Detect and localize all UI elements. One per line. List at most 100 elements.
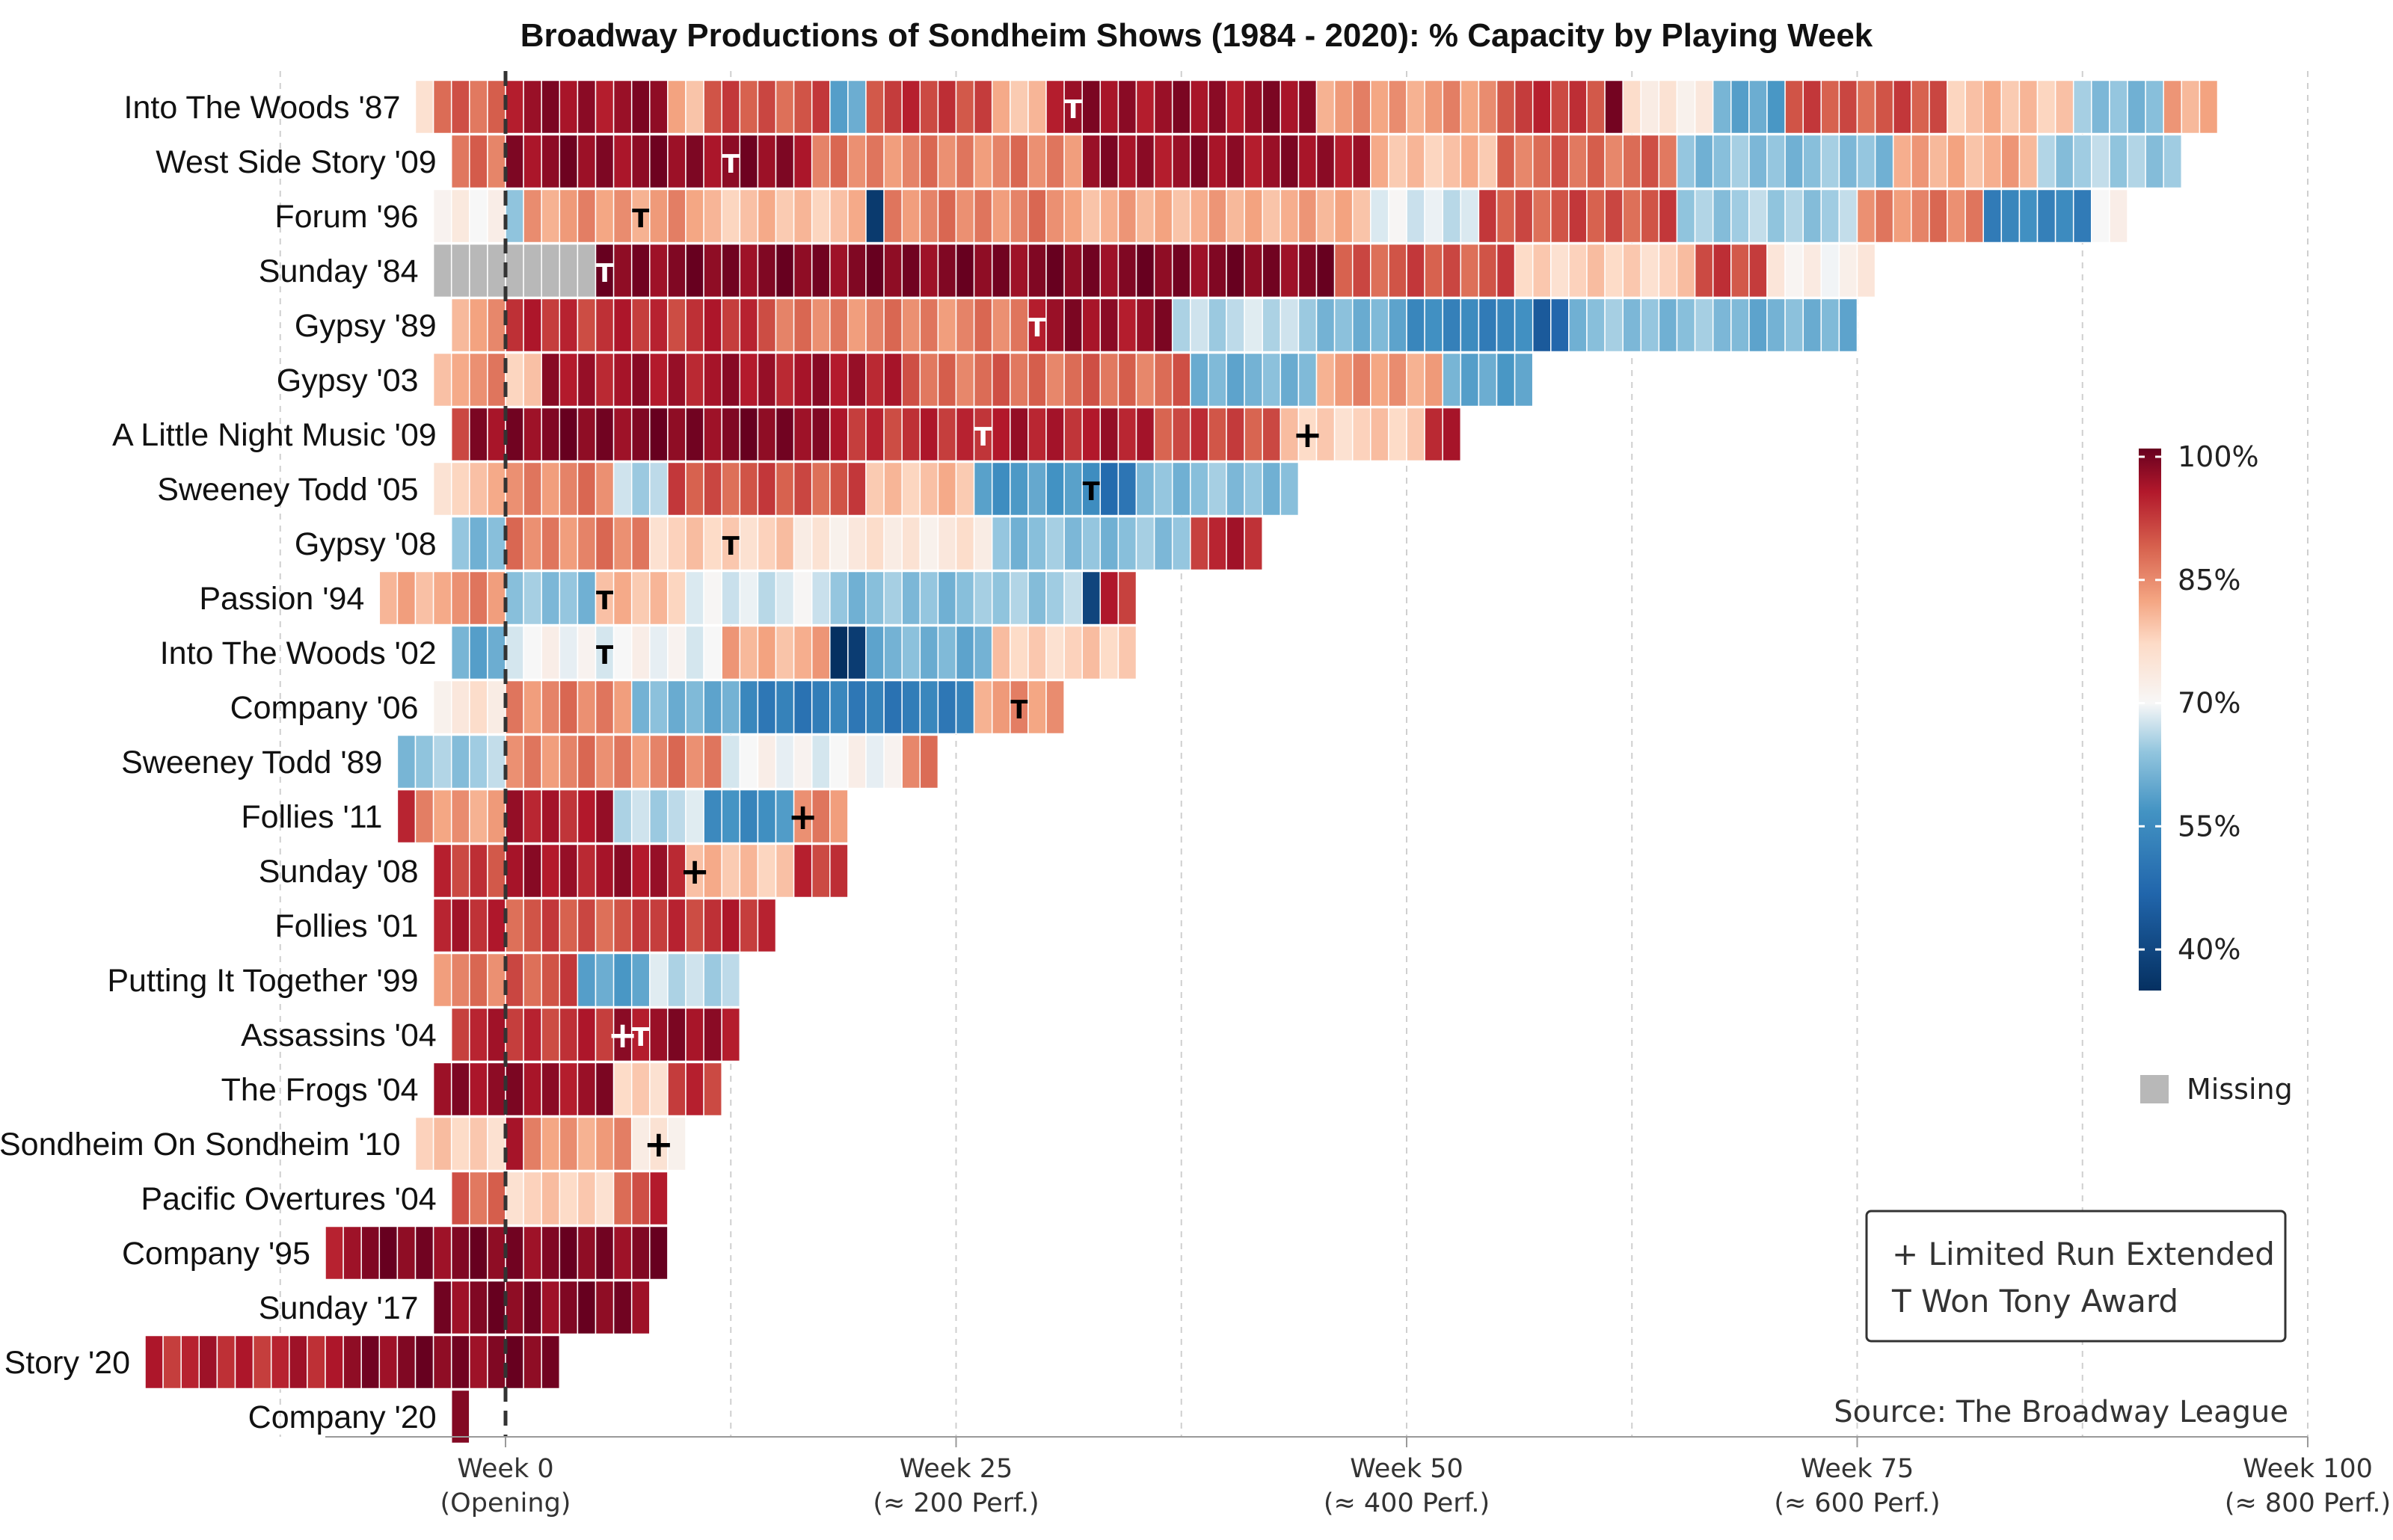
capacity-cell <box>487 352 506 407</box>
capacity-cell <box>396 1334 417 1390</box>
capacity-cell <box>1658 298 1678 353</box>
capacity-cell <box>1171 461 1191 517</box>
capacity-cell <box>1658 134 1678 189</box>
capacity-cell <box>649 570 669 626</box>
capacity-cell <box>630 1171 651 1226</box>
capacity-cell <box>1406 352 1425 407</box>
capacity-cell <box>1208 298 1227 353</box>
capacity-cell <box>739 461 759 517</box>
capacity-cell <box>1766 243 1786 298</box>
capacity-cell <box>2163 79 2183 135</box>
production-label: Sweeney Todd '89 <box>121 745 382 780</box>
capacity-cell <box>1045 407 1065 462</box>
capacity-cell <box>505 952 524 1008</box>
capacity-cell <box>1766 134 1786 189</box>
capacity-cell <box>1694 79 1714 135</box>
production-row <box>396 734 939 789</box>
capacity-cell <box>1171 243 1191 298</box>
capacity-cell <box>1153 188 1173 244</box>
capacity-cell <box>450 79 470 135</box>
production-label: Follies '11 <box>241 799 382 835</box>
capacity-cell <box>559 352 579 407</box>
production-row <box>450 407 1462 462</box>
capacity-cell <box>612 734 633 789</box>
tony-marker: T <box>596 259 614 289</box>
capacity-cell <box>919 134 939 189</box>
capacity-cell <box>595 298 615 353</box>
capacity-cell <box>1244 79 1263 135</box>
capacity-cell <box>523 1280 542 1335</box>
capacity-cell <box>1333 298 1354 353</box>
capacity-cell <box>1045 298 1065 353</box>
missing-cell <box>559 243 579 298</box>
capacity-cell <box>1315 352 1336 407</box>
capacity-cell <box>541 1225 561 1281</box>
capacity-cell <box>1045 243 1065 298</box>
capacity-cell <box>505 134 524 189</box>
capacity-cell <box>721 243 741 298</box>
capacity-cell <box>1297 188 1318 244</box>
capacity-cell <box>1460 134 1480 189</box>
capacity-cell <box>973 134 993 189</box>
capacity-cell <box>847 461 867 517</box>
capacity-cell <box>1748 134 1768 189</box>
capacity-cell <box>1190 188 1209 244</box>
capacity-cell <box>1514 352 1534 407</box>
capacity-cell <box>739 188 759 244</box>
tony-marker: T <box>722 532 740 561</box>
capacity-cell <box>1010 352 1029 407</box>
capacity-cell <box>685 680 704 735</box>
capacity-cell <box>630 1007 651 1062</box>
capacity-cell <box>523 1225 542 1281</box>
capacity-cell <box>523 352 542 407</box>
capacity-cell <box>1135 243 1155 298</box>
capacity-cell <box>1010 461 1029 517</box>
capacity-cell <box>847 352 867 407</box>
capacity-cell <box>505 898 524 953</box>
capacity-cell <box>775 461 795 517</box>
production-label: Into The Woods '87 <box>124 90 401 126</box>
capacity-cell <box>2072 188 2092 244</box>
capacity-cell <box>1226 352 1245 407</box>
capacity-cell <box>883 734 903 789</box>
capacity-cell <box>1838 134 1858 189</box>
capacity-cell <box>775 188 795 244</box>
capacity-cell <box>1911 79 1930 135</box>
capacity-cell <box>1081 243 1102 298</box>
colorbar-ticks: 100% 85% 70% 55% 40% <box>2139 440 2259 966</box>
capacity-cell <box>1748 243 1768 298</box>
capacity-cell <box>883 570 903 626</box>
capacity-cell <box>829 134 849 189</box>
production-row <box>432 843 849 899</box>
capacity-cell <box>541 952 561 1008</box>
capacity-cell <box>667 1007 686 1062</box>
capacity-cell <box>1297 352 1318 407</box>
capacity-cell <box>721 789 741 844</box>
capacity-cell <box>1117 298 1137 353</box>
capacity-cell <box>1370 79 1389 135</box>
capacity-cell <box>667 79 686 135</box>
capacity-cell <box>559 1116 579 1171</box>
capacity-cell <box>1315 134 1336 189</box>
capacity-cell <box>523 516 542 571</box>
capacity-cell <box>1514 134 1534 189</box>
capacity-cell <box>703 952 722 1008</box>
capacity-cell <box>703 898 722 953</box>
capacity-cell <box>775 407 795 462</box>
production-label: Passion '94 <box>199 581 364 617</box>
production-label: Sunday '08 <box>259 854 419 890</box>
capacity-cell <box>577 952 597 1008</box>
capacity-cell <box>1099 407 1119 462</box>
capacity-cell <box>487 898 506 953</box>
capacity-cell <box>1045 134 1065 189</box>
capacity-cell <box>487 298 506 353</box>
capacity-cell <box>811 134 831 189</box>
capacity-cell <box>919 79 939 135</box>
capacity-cell <box>919 352 939 407</box>
capacity-cell <box>505 680 524 735</box>
capacity-cell <box>523 134 542 189</box>
capacity-cell <box>1424 79 1443 135</box>
capacity-cell <box>1208 461 1227 517</box>
capacity-cell <box>829 298 849 353</box>
capacity-cell <box>630 79 651 135</box>
